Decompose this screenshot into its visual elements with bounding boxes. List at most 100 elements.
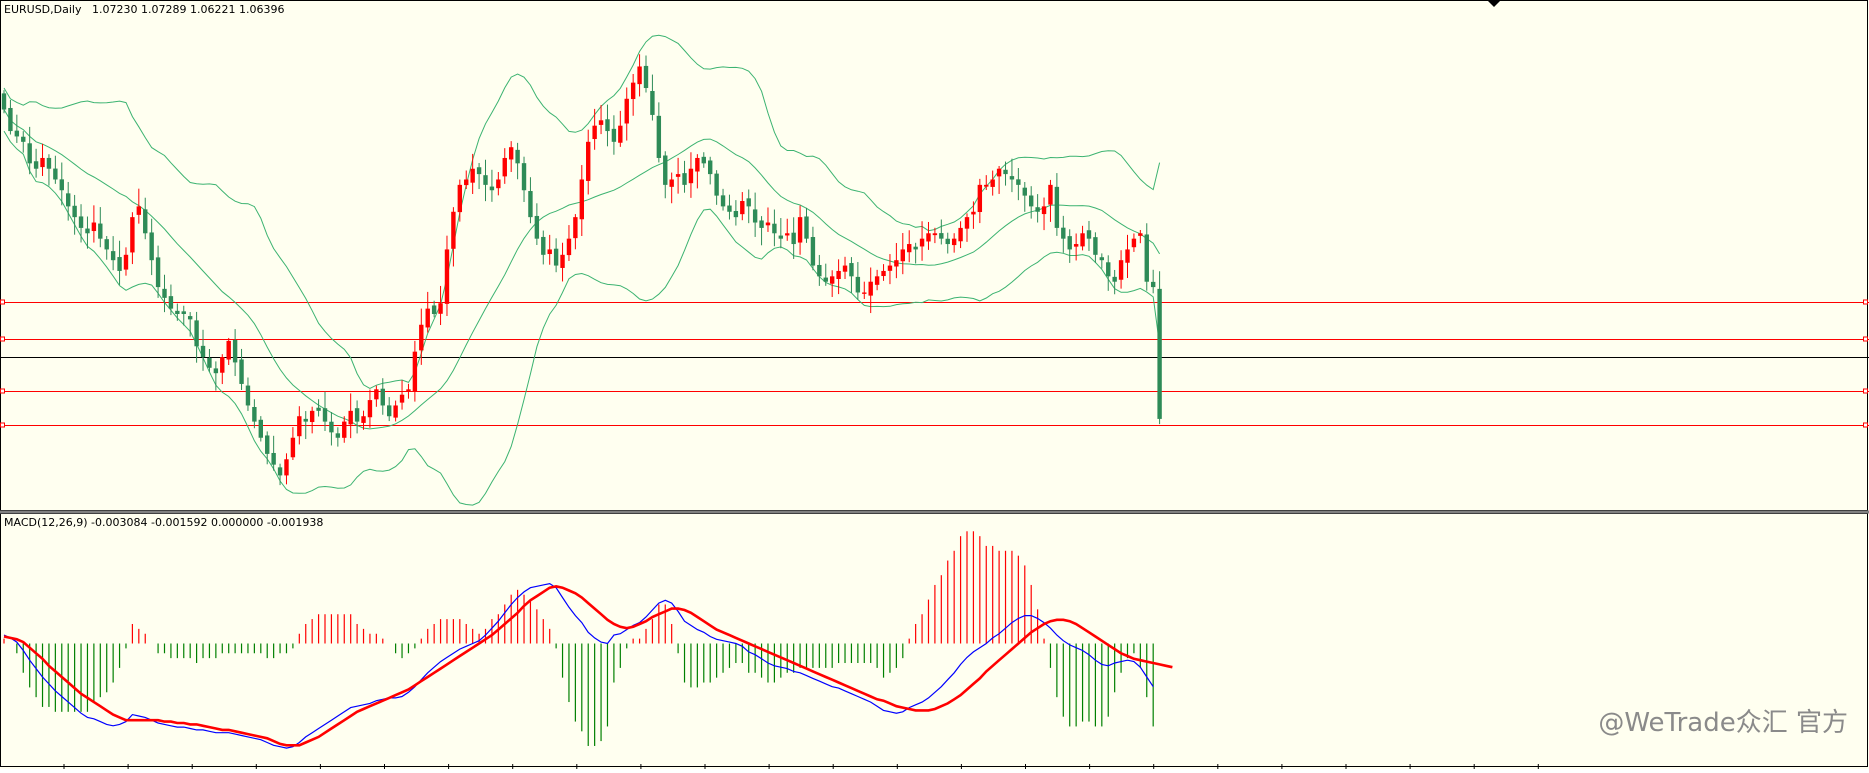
- signal-line[interactable]: [3, 584, 1173, 747]
- candle[interactable]: [907, 230, 912, 263]
- candle[interactable]: [200, 329, 206, 371]
- candle[interactable]: [752, 192, 758, 237]
- candle[interactable]: [1125, 234, 1130, 278]
- candle[interactable]: [1086, 220, 1092, 251]
- candle[interactable]: [566, 225, 572, 261]
- candle[interactable]: [849, 257, 854, 293]
- macd-line[interactable]: [3, 582, 1154, 749]
- candle[interactable]: [874, 269, 880, 291]
- candle[interactable]: [1016, 168, 1021, 201]
- candle[interactable]: [663, 151, 668, 199]
- candle[interactable]: [1003, 161, 1008, 186]
- candle[interactable]: [207, 348, 212, 372]
- candle[interactable]: [1029, 186, 1034, 219]
- candle[interactable]: [842, 256, 848, 280]
- candle[interactable]: [688, 152, 694, 198]
- candle[interactable]: [586, 129, 591, 195]
- candle[interactable]: [797, 205, 803, 255]
- candle[interactable]: [804, 207, 809, 243]
- candle[interactable]: [855, 262, 861, 300]
- candle[interactable]: [528, 177, 533, 224]
- candle[interactable]: [265, 431, 270, 465]
- candle[interactable]: [1073, 233, 1079, 261]
- candle[interactable]: [810, 226, 816, 271]
- candle[interactable]: [977, 178, 983, 224]
- candle[interactable]: [309, 406, 315, 434]
- candle[interactable]: [226, 337, 231, 366]
- candle[interactable]: [489, 169, 495, 202]
- candle[interactable]: [765, 207, 771, 232]
- candle[interactable]: [541, 230, 546, 265]
- candle[interactable]: [110, 236, 116, 271]
- candle[interactable]: [984, 175, 989, 191]
- candle[interactable]: [175, 303, 180, 321]
- candle[interactable]: [740, 192, 745, 221]
- candle[interactable]: [181, 305, 186, 326]
- candle[interactable]: [573, 214, 578, 250]
- line-handle[interactable]: [1863, 388, 1868, 394]
- candle[interactable]: [483, 159, 488, 202]
- candle[interactable]: [1080, 225, 1085, 251]
- candle[interactable]: [149, 218, 154, 276]
- candle[interactable]: [316, 399, 321, 417]
- candle[interactable]: [932, 227, 938, 244]
- candle[interactable]: [900, 233, 905, 275]
- candle[interactable]: [419, 308, 424, 365]
- candle[interactable]: [1106, 255, 1111, 291]
- candle[interactable]: [650, 74, 655, 121]
- candle[interactable]: [618, 110, 623, 147]
- candle[interactable]: [406, 383, 411, 399]
- candle[interactable]: [284, 453, 289, 485]
- candlesticks[interactable]: [1, 54, 1162, 486]
- candle[interactable]: [579, 165, 584, 236]
- candle[interactable]: [322, 391, 328, 431]
- candle[interactable]: [354, 400, 360, 434]
- candle[interactable]: [714, 170, 719, 205]
- candle[interactable]: [33, 148, 39, 178]
- candle[interactable]: [66, 181, 71, 221]
- candle[interactable]: [502, 148, 507, 184]
- candle[interactable]: [367, 389, 373, 428]
- candle[interactable]: [598, 105, 604, 135]
- candle[interactable]: [881, 264, 886, 281]
- candle[interactable]: [630, 73, 636, 116]
- candle[interactable]: [1131, 233, 1137, 252]
- candle[interactable]: [1035, 194, 1040, 223]
- candle[interactable]: [971, 201, 976, 229]
- candle[interactable]: [245, 377, 251, 411]
- candle[interactable]: [958, 221, 963, 249]
- candle[interactable]: [59, 162, 64, 206]
- candle[interactable]: [1022, 182, 1027, 212]
- line-handle[interactable]: [1863, 336, 1868, 342]
- candle[interactable]: [817, 254, 822, 286]
- candle[interactable]: [380, 378, 385, 415]
- candle[interactable]: [457, 179, 463, 222]
- candle[interactable]: [894, 243, 899, 279]
- candle[interactable]: [104, 236, 109, 260]
- candle[interactable]: [335, 427, 341, 447]
- candle[interactable]: [637, 54, 642, 97]
- candle[interactable]: [136, 188, 142, 224]
- candle[interactable]: [342, 416, 347, 443]
- candle[interactable]: [329, 412, 334, 446]
- candle[interactable]: [361, 410, 366, 430]
- candle[interactable]: [425, 291, 430, 333]
- candle[interactable]: [708, 156, 713, 185]
- candle[interactable]: [727, 194, 732, 220]
- candle[interactable]: [759, 216, 764, 246]
- candle[interactable]: [91, 205, 97, 243]
- candle[interactable]: [1048, 179, 1053, 222]
- candle[interactable]: [14, 114, 20, 143]
- candle[interactable]: [290, 427, 296, 461]
- candle[interactable]: [785, 218, 790, 241]
- candle[interactable]: [515, 142, 520, 180]
- candle[interactable]: [303, 411, 308, 440]
- candle[interactable]: [791, 217, 796, 259]
- candle[interactable]: [393, 400, 398, 422]
- candle[interactable]: [553, 238, 559, 273]
- candle[interactable]: [1093, 232, 1098, 263]
- candle[interactable]: [1112, 269, 1117, 295]
- candle[interactable]: [939, 219, 944, 245]
- candle[interactable]: [431, 300, 437, 318]
- candle[interactable]: [496, 172, 501, 196]
